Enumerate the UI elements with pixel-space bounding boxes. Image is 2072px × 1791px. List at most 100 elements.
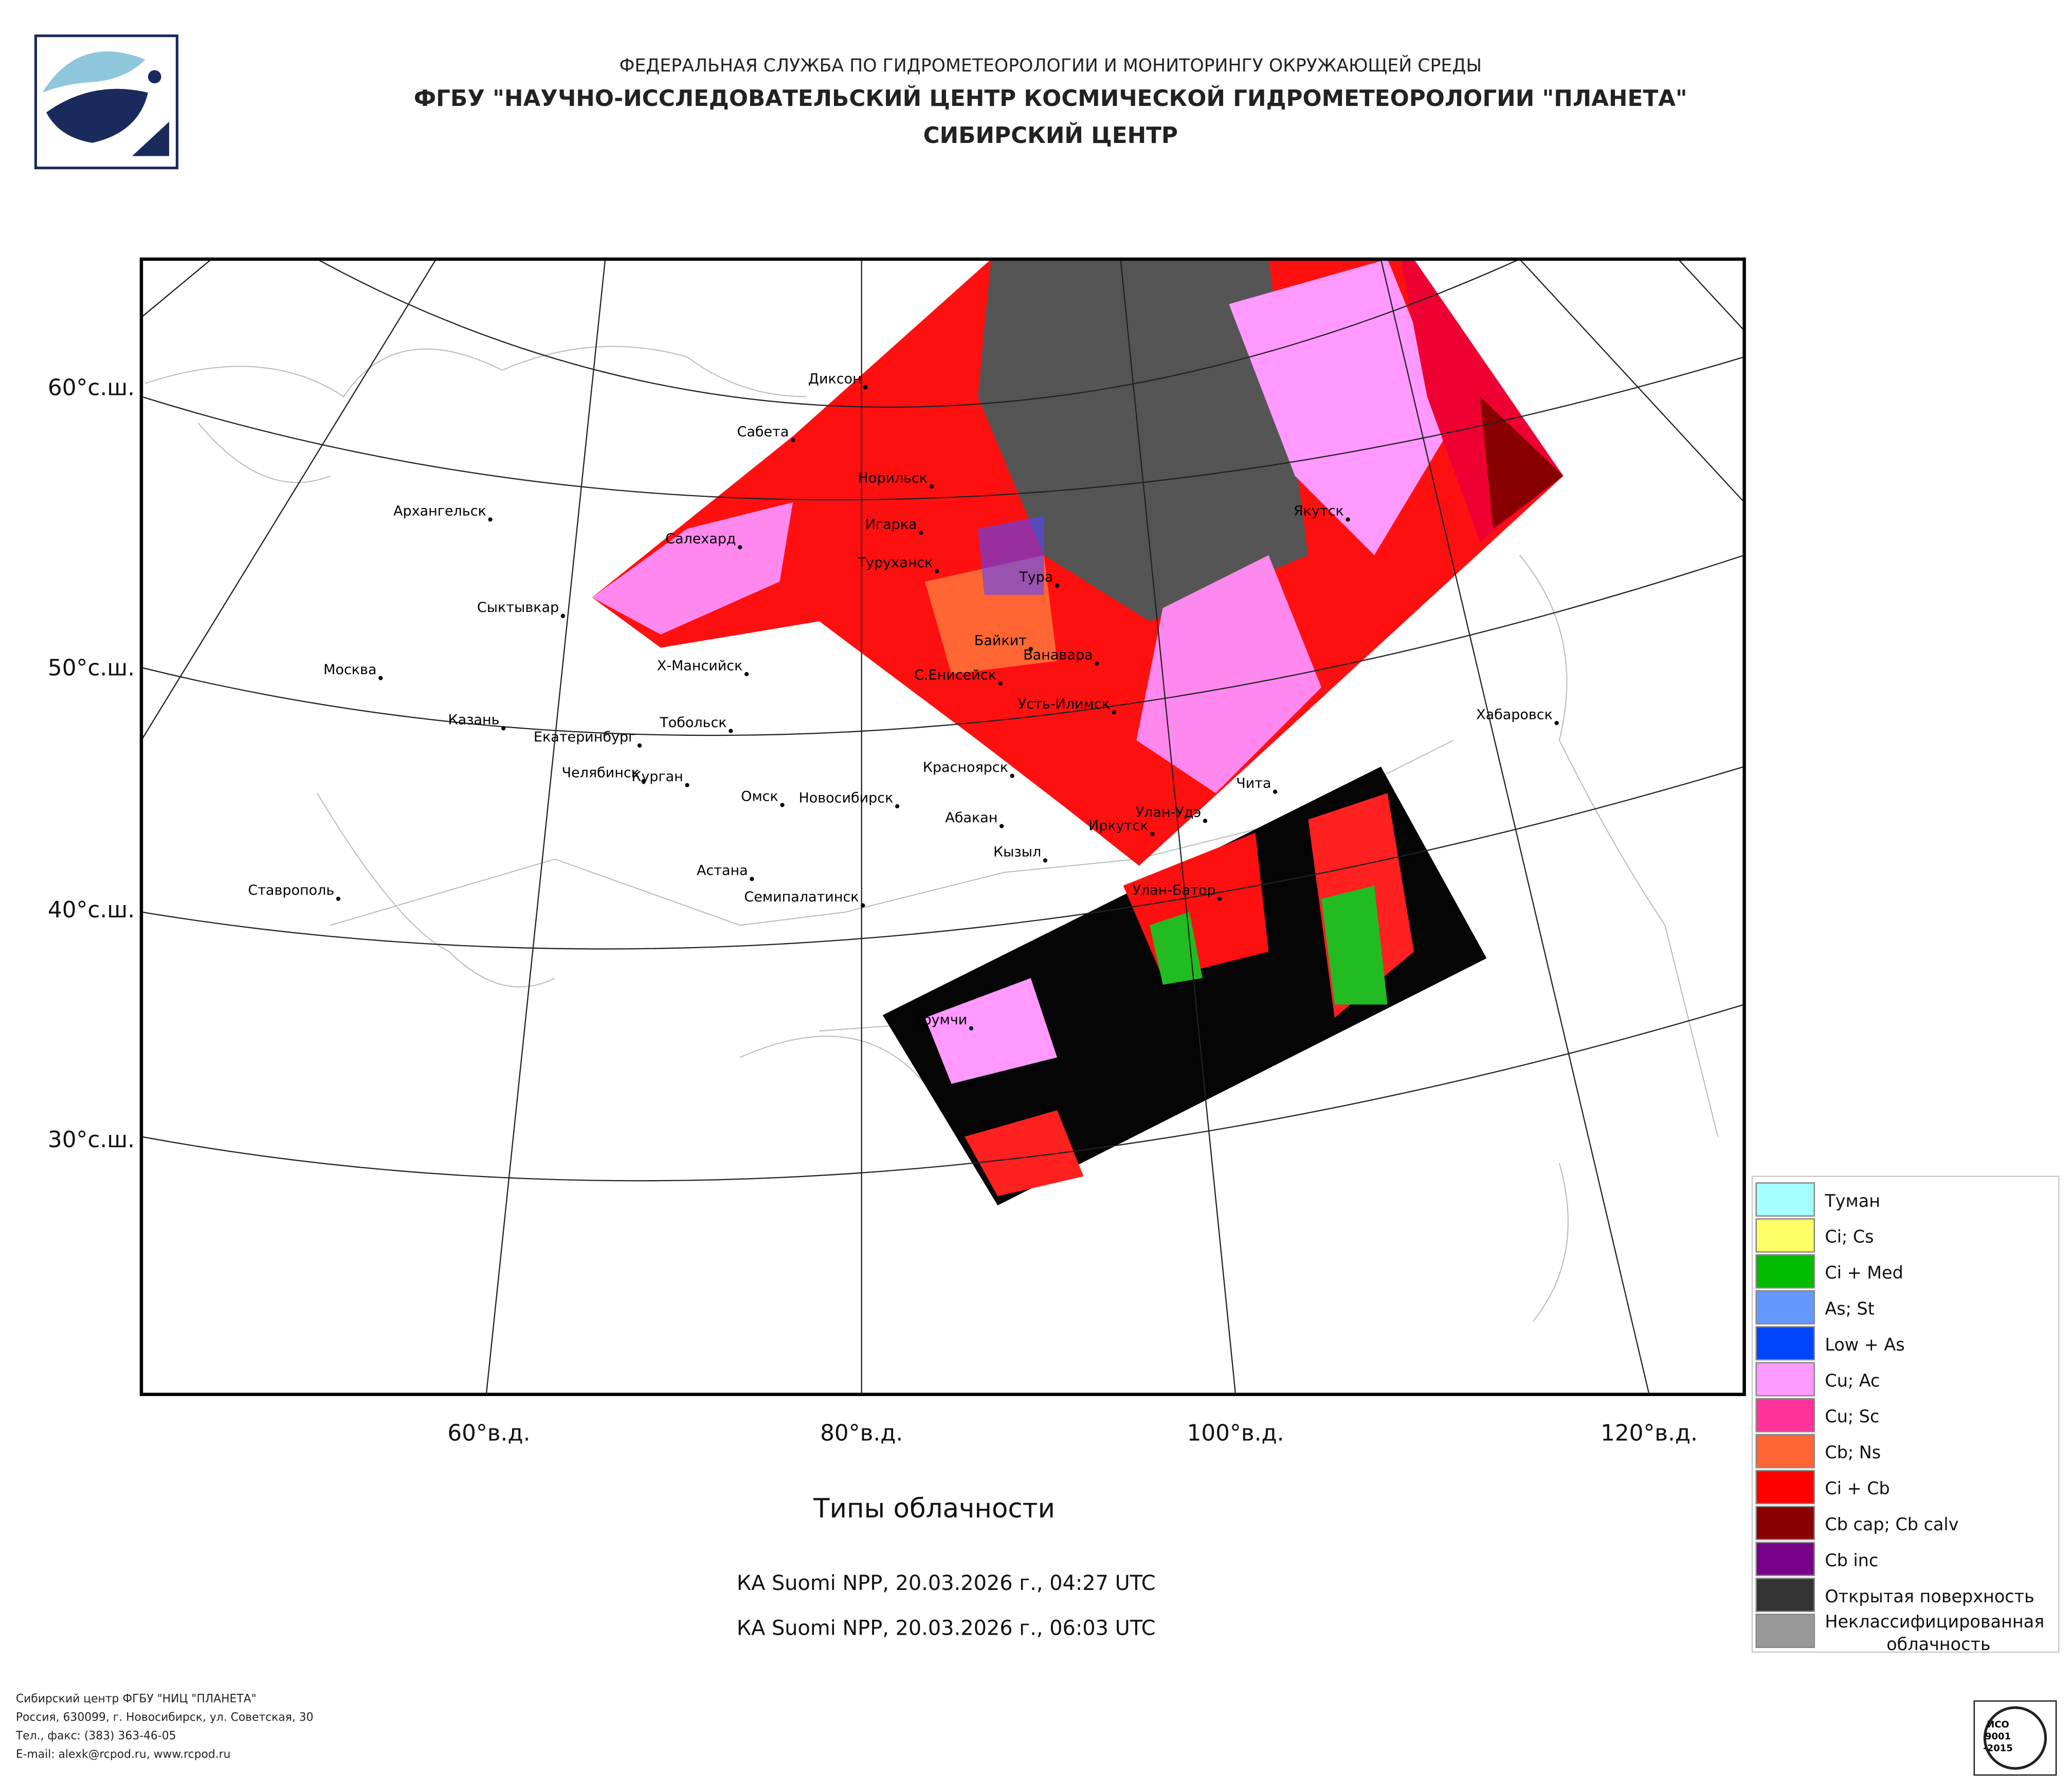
legend-label: Туман [1824,1191,1880,1211]
legend-label: Cb; Ns [1825,1442,1881,1462]
badge-text: -2015 [1983,1743,2013,1754]
legend-swatch [1755,1542,1815,1577]
city-dot [488,517,493,522]
legend-swatch [1755,1290,1815,1325]
city-label: Байкит [974,632,1027,648]
legend-swatch [1755,1614,1815,1648]
coastline [145,346,1719,1323]
swath-1 [592,259,1564,866]
city-dot [1112,710,1116,715]
city-dot [750,877,754,881]
city-dot [929,484,934,489]
city-dot [790,438,795,443]
legend-swatch [1755,1182,1815,1217]
lon-label: 120°в.д. [1601,1420,1698,1446]
iso-badge: ИСО 9001 -2015 [1973,1700,2057,1776]
city-dot [641,779,646,784]
city-dot [1043,858,1048,863]
footer-line: Сибирский центр ФГБУ "НИЦ "ПЛАНЕТА" [16,1693,257,1706]
city-label: Сабета [737,424,789,440]
city-dot [1554,720,1559,726]
city-label: Екатеринбург [534,729,635,745]
city-dot [999,824,1004,828]
city-label: Норильск [858,470,928,486]
institute: ФГБУ "НАУЧНО-ИССЛЕДОВАТЕЛЬСКИЙ ЦЕНТР КОС… [414,84,1687,112]
city-label: Омск [741,789,778,805]
lat-label: 50°с.ш. [48,655,135,681]
city-label: Салехард [665,531,736,547]
city-label: Х-Мансийск [657,658,743,674]
swath-2 [882,766,1487,1206]
city-dot [1010,773,1014,779]
city-dot [501,726,506,731]
city-dot [919,530,923,535]
city-label: Ванавара [1023,647,1093,663]
center: СИБИРСКИЙ ЦЕНТР [923,121,1178,149]
city-dot [895,804,900,809]
agency: ФЕДЕРАЛЬНАЯ СЛУЖБА ПО ГИДРОМЕТЕОРОЛОГИИ … [620,55,1482,76]
legend-label: Неклассифицированная [1825,1612,2044,1632]
map: Диксон Сабета Норильск Игарка Салехард Туруха… [139,257,1746,1396]
city-label: Москва [323,662,376,678]
badge-text: ИСО [1987,1719,2009,1730]
map-frame [139,257,1746,1396]
city-label: Ставрополь [248,882,334,898]
city-dot [1217,896,1222,901]
city-dot [935,569,939,573]
city-label: Чита [1236,775,1271,791]
pass: КА Suomi NPP, 20.03.2026 г., 06:03 UTC [737,1617,1156,1640]
footer-line: E-mail: alexk@rcpod.ru, www.rcpod.ru [16,1748,231,1761]
city-dot [1203,819,1208,823]
city-dot [729,729,733,733]
city-dot [1095,661,1099,666]
city-label: Красноярск [923,759,1008,775]
legend-label: Ci; Cs [1825,1227,1874,1247]
legend-swatch [1755,1254,1815,1289]
parallels [141,259,1744,1182]
footer-line: Тел., факс: (383) 363-46-05 [15,1730,176,1743]
city-label: Иркутск [1088,818,1148,834]
city-label: Тобольск [659,715,726,731]
city-label: Курган [631,769,683,785]
city-dot [780,803,785,807]
city-label: Семипалатинск [744,889,859,905]
city-label: Хабаровск [1476,707,1553,722]
city-dot [1346,517,1350,522]
city-label: Улан-Батор [1133,882,1216,898]
legend-swatch [1755,1506,1815,1541]
city-label: Казань [448,712,499,728]
legend-label: Cu; Ac [1825,1370,1880,1390]
city-dot [637,743,642,748]
city-label: С.Енисейск [914,667,996,683]
city-dot [1028,647,1033,652]
lat-label: 30°с.ш. [48,1127,135,1153]
logo [34,34,178,170]
legend-label: Cb cap; Cb calv [1825,1514,1958,1534]
city-dot [378,676,383,680]
city-label: Улан-Удэ [1136,805,1201,821]
legend-label: Открытая поверхность [1825,1586,2034,1606]
lat-label: 60°с.ш. [48,375,135,401]
city-dot [744,672,749,677]
city-label: Абакан [945,810,997,826]
city-dot [998,681,1003,686]
pass: КА Suomi NPP, 20.03.2026 г., 04:27 UTC [737,1571,1156,1595]
badge-text: 9001 [1985,1731,2011,1742]
legend-swatch [1755,1434,1815,1469]
legend-label: Ci + Cb [1825,1478,1889,1498]
city-dot [1273,789,1278,794]
city-label: Урумчи [914,1012,967,1028]
city-label: Якутск [1294,503,1344,519]
city-dot [1055,583,1060,588]
meridians [141,259,1744,1395]
legend-label: Cu; Sc [1825,1406,1879,1426]
legend-swatch [1755,1470,1815,1505]
legend-swatch [1755,1326,1815,1361]
city-dot [560,613,565,619]
city-dot [861,903,865,908]
lon-label: 80°в.д. [820,1420,903,1446]
lon-label: 100°в.д. [1187,1420,1284,1446]
city-dot [738,545,742,550]
city-dot [336,896,341,901]
